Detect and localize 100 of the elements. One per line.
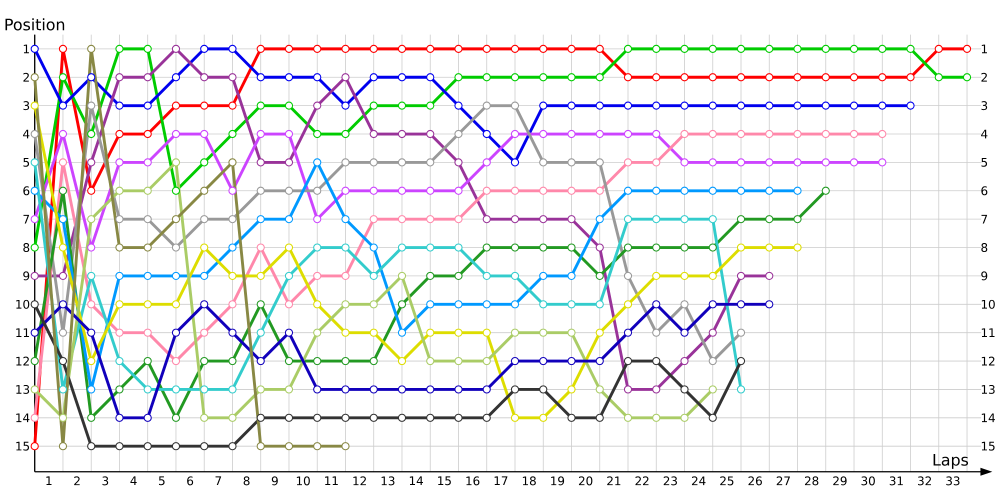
point: [539, 45, 548, 54]
point: [228, 73, 237, 82]
point: [680, 130, 689, 138]
point: [256, 328, 265, 338]
x-tick-label: 3: [102, 476, 108, 486]
point: [144, 73, 152, 82]
point: [680, 45, 689, 54]
point: [341, 102, 350, 110]
point: [87, 328, 96, 338]
y2-tick-label: 14: [982, 414, 995, 422]
point: [567, 45, 576, 54]
x-tick-label: 9: [272, 476, 278, 486]
x-tick-label: 25: [720, 476, 734, 486]
x-tick-label: 11: [325, 476, 338, 486]
point: [765, 102, 774, 110]
x-tick-label: 21: [607, 476, 620, 486]
point: [284, 45, 294, 54]
y2-tick-label: 11: [982, 328, 995, 338]
y2-tick-label: 4: [981, 130, 988, 139]
point: [87, 414, 96, 422]
point: [115, 414, 124, 422]
point: [539, 357, 548, 366]
point: [426, 272, 434, 280]
point: [370, 414, 378, 422]
point: [313, 45, 322, 54]
point: [652, 158, 660, 167]
point: [567, 300, 576, 309]
point: [680, 328, 689, 338]
point: [482, 158, 491, 167]
point: [115, 215, 124, 224]
point: [115, 272, 124, 280]
point: [228, 130, 237, 138]
point: [426, 102, 434, 110]
point: [256, 186, 265, 196]
point: [228, 244, 237, 252]
point: [482, 357, 491, 366]
point: [313, 130, 322, 138]
point: [313, 186, 322, 196]
point: [284, 300, 294, 309]
point: [708, 73, 717, 82]
point: [30, 102, 39, 110]
point: [539, 386, 548, 394]
point: [284, 414, 294, 422]
point: [624, 328, 632, 338]
point: [398, 328, 406, 338]
point: [680, 158, 689, 167]
point: [850, 45, 858, 54]
point: [256, 45, 265, 54]
point: [596, 73, 604, 82]
point: [765, 272, 774, 280]
point: [87, 130, 96, 138]
point: [567, 215, 576, 224]
point: [624, 45, 632, 54]
point: [370, 73, 378, 82]
point: [454, 414, 463, 422]
point: [58, 73, 68, 82]
point: [313, 442, 322, 451]
point: [115, 45, 124, 54]
point: [624, 386, 632, 394]
point: [341, 215, 350, 224]
point: [370, 215, 378, 224]
point: [313, 272, 322, 280]
point: [58, 244, 68, 252]
point: [370, 386, 378, 394]
x-tick-label: 7: [216, 476, 222, 486]
point: [765, 45, 774, 54]
point: [398, 158, 406, 167]
y-tick-label: 8: [23, 243, 30, 252]
point: [426, 186, 434, 196]
point: [567, 186, 576, 196]
point: [284, 442, 294, 451]
point: [510, 300, 520, 309]
point: [708, 215, 717, 224]
point: [87, 186, 96, 196]
point: [30, 386, 39, 394]
point: [850, 102, 858, 110]
point: [426, 215, 434, 224]
x-tick-label: 17: [494, 476, 508, 486]
point: [115, 102, 124, 110]
y-tick-label: 3: [23, 101, 30, 110]
point: [596, 215, 604, 224]
point: [793, 244, 802, 252]
point: [510, 215, 520, 224]
point: [313, 386, 322, 394]
point: [172, 186, 180, 196]
point: [284, 328, 294, 338]
point: [567, 272, 576, 280]
point: [115, 130, 124, 138]
point: [736, 102, 746, 110]
point: [87, 386, 96, 394]
point: [567, 73, 576, 82]
point: [596, 328, 604, 338]
point: [370, 272, 378, 280]
point: [200, 442, 208, 451]
point: [680, 215, 689, 224]
point: [850, 130, 858, 138]
point: [370, 158, 378, 167]
point: [652, 328, 660, 338]
point: [454, 73, 463, 82]
point: [172, 414, 180, 422]
